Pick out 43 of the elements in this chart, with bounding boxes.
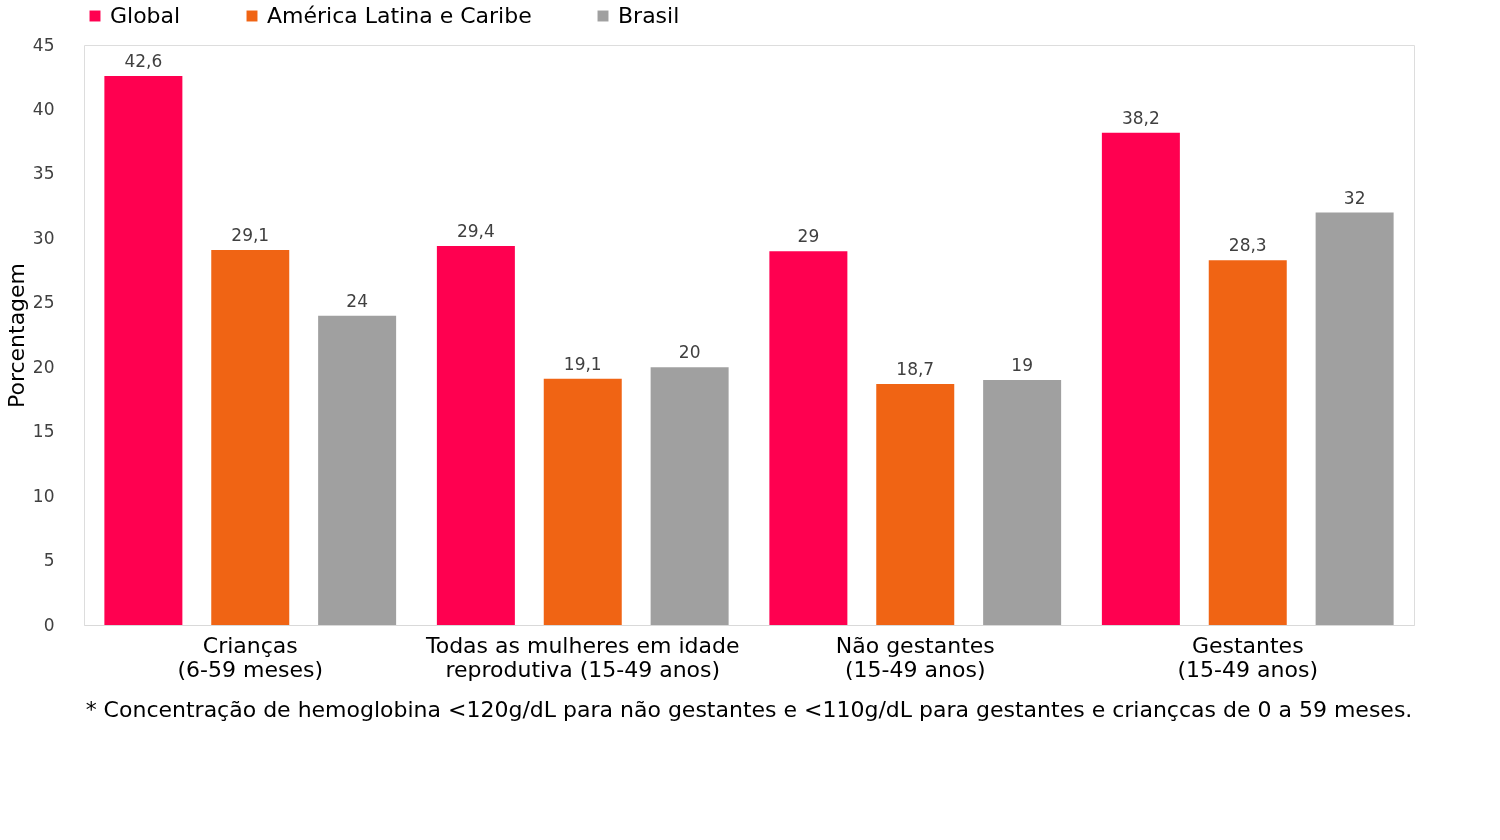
data-label: 29	[797, 226, 820, 247]
data-label: 42,6	[124, 50, 163, 71]
bar	[211, 249, 290, 625]
data-label: 29,4	[456, 221, 495, 242]
y-tick-label: 35	[32, 163, 55, 184]
legend-label: América Latina e Caribe	[267, 3, 532, 28]
bar	[769, 251, 848, 625]
y-tick-label: 5	[43, 550, 55, 571]
data-label: 28,3	[1228, 235, 1267, 256]
x-tick-label: Gestantes (15-49 anos)	[1177, 632, 1318, 682]
data-label: 24	[346, 290, 368, 311]
bar	[650, 367, 729, 625]
legend-label: Global	[110, 3, 181, 28]
text: * Concentração de hemoglobina <120g/dL para não gestantes e <110g/dL para gestantes e criançcas de 0 a 59 meses.	[85, 697, 1413, 722]
data-label: 32	[1343, 187, 1366, 208]
data-label: 38,2	[1121, 107, 1160, 128]
bar	[104, 75, 183, 625]
data-label: 19	[1011, 355, 1033, 376]
y-tick-label: 25	[32, 292, 55, 313]
bar	[436, 246, 515, 625]
y-axis-title: Porcentagem	[3, 262, 29, 409]
bar	[876, 383, 955, 625]
x-tick-label: Não gestantes (15-49 anos)	[835, 632, 995, 682]
x-tick-label: Crianças (6-59 meses)	[177, 632, 324, 682]
bar	[1101, 132, 1180, 625]
y-tick-label: 15	[32, 421, 55, 442]
y-tick-label: 0	[43, 614, 55, 635]
y-tick-label: 20	[32, 356, 55, 377]
x-tick-label: Todas as mulheres em idade reprodutiva (15-49 anos)	[424, 632, 740, 682]
bar	[1315, 212, 1394, 625]
data-label: 18,7	[896, 358, 935, 379]
bar	[318, 315, 397, 625]
y-tick-label: 40	[32, 98, 55, 119]
legend-label: Brasil	[618, 3, 680, 28]
y-tick-label: 30	[32, 227, 55, 248]
data-label: 29,1	[231, 224, 270, 245]
bar	[1208, 260, 1287, 625]
data-label: 19,1	[563, 353, 602, 374]
data-label: 20	[678, 342, 701, 363]
y-tick-label: 10	[32, 485, 55, 506]
bar	[983, 380, 1062, 625]
y-tick-label: 45	[32, 34, 55, 55]
bar	[543, 378, 622, 625]
